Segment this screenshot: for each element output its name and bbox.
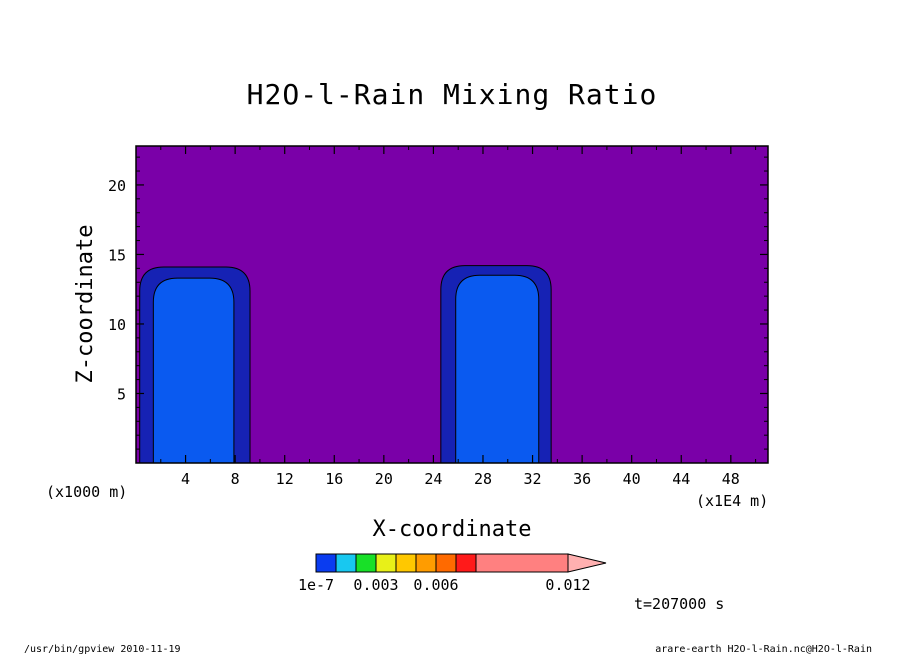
colorbar-label: 1e-7 — [298, 576, 334, 594]
colorbar-label: 0.003 — [353, 576, 398, 594]
x-tick-label: 32 — [524, 470, 542, 488]
footer-right: arare-earth_H2O-l-Rain.nc@H2O-l-Rain — [655, 644, 872, 654]
x-tick-label: 28 — [474, 470, 492, 488]
x-tick-label: 36 — [573, 470, 591, 488]
chart-title: H2O-l-Rain Mixing Ratio — [247, 78, 658, 111]
x-tick-label: 48 — [722, 470, 740, 488]
x-tick-label: 44 — [672, 470, 690, 488]
x-scale-right-label: (x1E4 m) — [696, 492, 768, 510]
y-tick-label: 15 — [108, 246, 126, 264]
colorbar-swatch — [315, 553, 337, 573]
colorbar — [315, 553, 607, 573]
footer-left: /usr/bin/gpview 2010-11-19 — [24, 644, 181, 654]
plot-frame — [135, 145, 769, 464]
x-tick-label: 16 — [325, 470, 343, 488]
y-axis-label: Z-coordinate — [73, 225, 98, 384]
colorbar-extend-arrow — [567, 553, 607, 573]
x-tick-label: 4 — [181, 470, 190, 488]
y-axis-ticks: 5 10 15 20 — [108, 156, 768, 450]
x-scale-left-label: (x1000 m) — [46, 483, 127, 501]
x-tick-label: 12 — [276, 470, 294, 488]
x-axis-label: X-coordinate — [373, 517, 532, 542]
contour-cells — [139, 265, 552, 464]
x-tick-label: 8 — [231, 470, 240, 488]
colorbar-swatch — [375, 553, 397, 573]
colorbar-swatch — [335, 553, 357, 573]
colorbar-swatch — [415, 553, 437, 573]
colorbar-swatch-wide — [475, 553, 569, 573]
time-label: t=207000 s — [634, 595, 724, 613]
x-tick-label: 20 — [375, 470, 393, 488]
colorbar-swatch — [355, 553, 377, 573]
y-tick-label: 20 — [108, 177, 126, 195]
cell-1-inner-contour — [152, 277, 235, 464]
x-axis-ticks: 4 8 12 16 20 24 28 32 36 40 44 48 — [160, 146, 757, 488]
y-tick-label: 5 — [117, 385, 126, 403]
x-tick-label: 24 — [424, 470, 442, 488]
colorbar-labels: 1e-7 0.003 0.006 0.012 — [298, 576, 591, 594]
cell-2-inner-contour — [455, 274, 540, 464]
colorbar-label: 0.006 — [413, 576, 458, 594]
colorbar-swatch — [435, 553, 457, 573]
colorbar-label: 0.012 — [545, 576, 590, 594]
y-tick-label: 10 — [108, 316, 126, 334]
colorbar-swatch — [395, 553, 417, 573]
colorbar-swatch — [455, 553, 477, 573]
x-tick-label: 40 — [623, 470, 641, 488]
